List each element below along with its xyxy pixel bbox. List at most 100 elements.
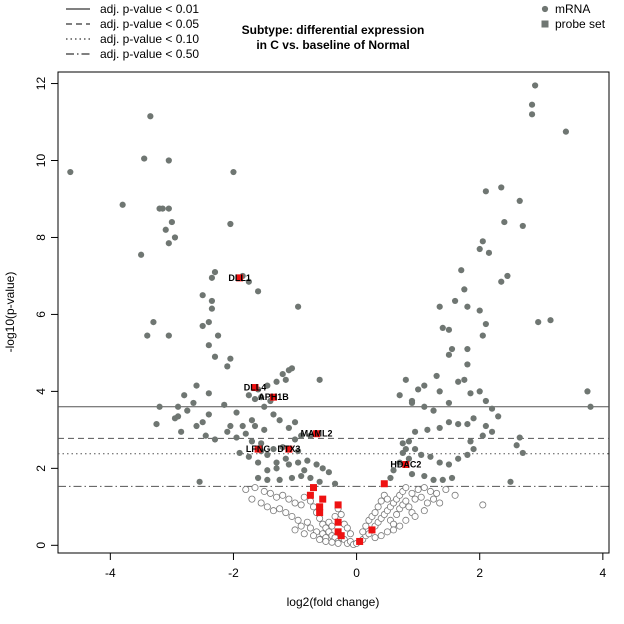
mrna-point: [408, 471, 416, 478]
legend-line-label: adj. p-value < 0.50: [100, 47, 199, 61]
mrna-point-nonsig: [371, 534, 379, 542]
mrna-point-nonsig: [362, 522, 370, 530]
legend-line-label: adj. p-value < 0.01: [100, 2, 199, 16]
legend-probe-swatch: [541, 20, 549, 28]
mrna-point: [411, 446, 419, 453]
mrna-point: [464, 361, 471, 368]
mrna-point: [264, 467, 271, 474]
mrna-point: [411, 428, 419, 435]
mrna-point: [479, 332, 486, 339]
mrna-point: [547, 317, 554, 324]
y-tick-label: 2: [34, 465, 48, 472]
mrna-point: [211, 436, 219, 443]
mrna-point-nonsig: [266, 489, 274, 497]
mrna-point: [482, 422, 489, 430]
mrna-point: [436, 424, 443, 432]
gene-label: DLL4: [244, 383, 267, 393]
mrna-point: [242, 430, 249, 437]
mrna-point: [156, 205, 163, 212]
mrna-point: [455, 378, 462, 385]
mrna-point: [313, 461, 320, 468]
mrna-point: [248, 417, 256, 424]
mrna-point: [421, 382, 428, 389]
mrna-point: [439, 476, 446, 483]
mrna-point: [307, 474, 314, 482]
mrna-point-nonsig: [420, 507, 428, 515]
chart-title-line-2: in C vs. baseline of Normal: [256, 38, 409, 52]
mrna-point: [421, 472, 428, 480]
mrna-point: [282, 455, 289, 462]
mrna-point: [424, 426, 431, 433]
mrna-point-nonsig: [328, 538, 336, 546]
mrna-point-nonsig: [420, 484, 428, 492]
mrna-point-nonsig: [377, 532, 385, 540]
mrna-point-nonsig: [260, 487, 268, 495]
mrna-point: [464, 345, 471, 353]
mrna-point: [208, 305, 216, 312]
x-axis: -4 -2 0 2 4: [105, 552, 606, 580]
mrna-point-nonsig: [383, 528, 391, 536]
mrna-point: [171, 415, 179, 422]
mrna-point-nonsig: [405, 503, 413, 511]
probe-set-point: [334, 528, 342, 536]
mrna-point: [408, 399, 416, 407]
mrna-point: [467, 390, 474, 397]
mrna-point: [282, 376, 289, 383]
mrna-point-nonsig: [306, 524, 314, 532]
mrna-point: [202, 432, 209, 439]
mrna-point-nonsig: [322, 537, 330, 545]
mrna-point: [301, 467, 308, 474]
mrna-point: [584, 388, 591, 395]
mrna-point: [153, 420, 160, 428]
mrna-point-nonsig: [411, 495, 419, 503]
mrna-point: [288, 474, 296, 482]
mrna-point: [396, 459, 403, 466]
mrna-point: [196, 478, 203, 485]
y-axis: 0 2 4 6 8 10 12: [34, 77, 59, 549]
mrna-point-nonsig: [306, 497, 314, 505]
mrna-point-nonsig: [346, 530, 354, 538]
mrna-point: [273, 465, 280, 472]
probe-set-point: [356, 537, 364, 545]
legend-line-label: adj. p-value < 0.05: [100, 17, 199, 31]
mrna-point: [504, 272, 511, 280]
probe-set-point: [380, 480, 388, 488]
mrna-point: [498, 184, 505, 191]
mrna-point: [482, 397, 489, 405]
mrna-point: [276, 417, 283, 424]
mrna-point: [168, 218, 175, 226]
mrna-point-nonsig: [288, 512, 296, 520]
mrna-point: [421, 403, 428, 410]
mrna-point: [451, 297, 459, 305]
mrna-point: [455, 420, 462, 428]
mrna-point: [587, 403, 594, 410]
mrna-point: [402, 376, 409, 383]
mrna-point-nonsig: [331, 512, 339, 520]
mrna-point: [399, 449, 406, 457]
mrna-point: [165, 157, 172, 164]
mrna-point-nonsig: [414, 486, 422, 494]
mrna-point: [479, 432, 486, 439]
mrna-point: [528, 101, 536, 108]
mrna-point: [205, 319, 212, 326]
mrna-point-nonsig: [411, 512, 419, 520]
mrna-point: [399, 440, 406, 447]
mrna-point: [501, 218, 508, 226]
mrna-point-nonsig: [297, 522, 305, 530]
mrna-point-nonsig: [442, 486, 450, 494]
mrna-point: [193, 422, 200, 430]
mrna-point: [430, 407, 437, 414]
mrna-point: [254, 459, 262, 466]
probe-set-point: [316, 503, 324, 511]
mrna-point: [387, 474, 394, 482]
mrna-point: [285, 424, 292, 432]
probe-set-point: [402, 460, 410, 468]
x-tick-label: 2: [476, 566, 483, 580]
mrna-point-nonsig: [383, 495, 391, 503]
probe-set-point: [334, 518, 342, 526]
mrna-point: [427, 453, 434, 460]
mrna-point-nonsig: [309, 503, 317, 511]
mrna-point-nonsig: [423, 499, 431, 507]
mrna-point: [467, 438, 474, 445]
